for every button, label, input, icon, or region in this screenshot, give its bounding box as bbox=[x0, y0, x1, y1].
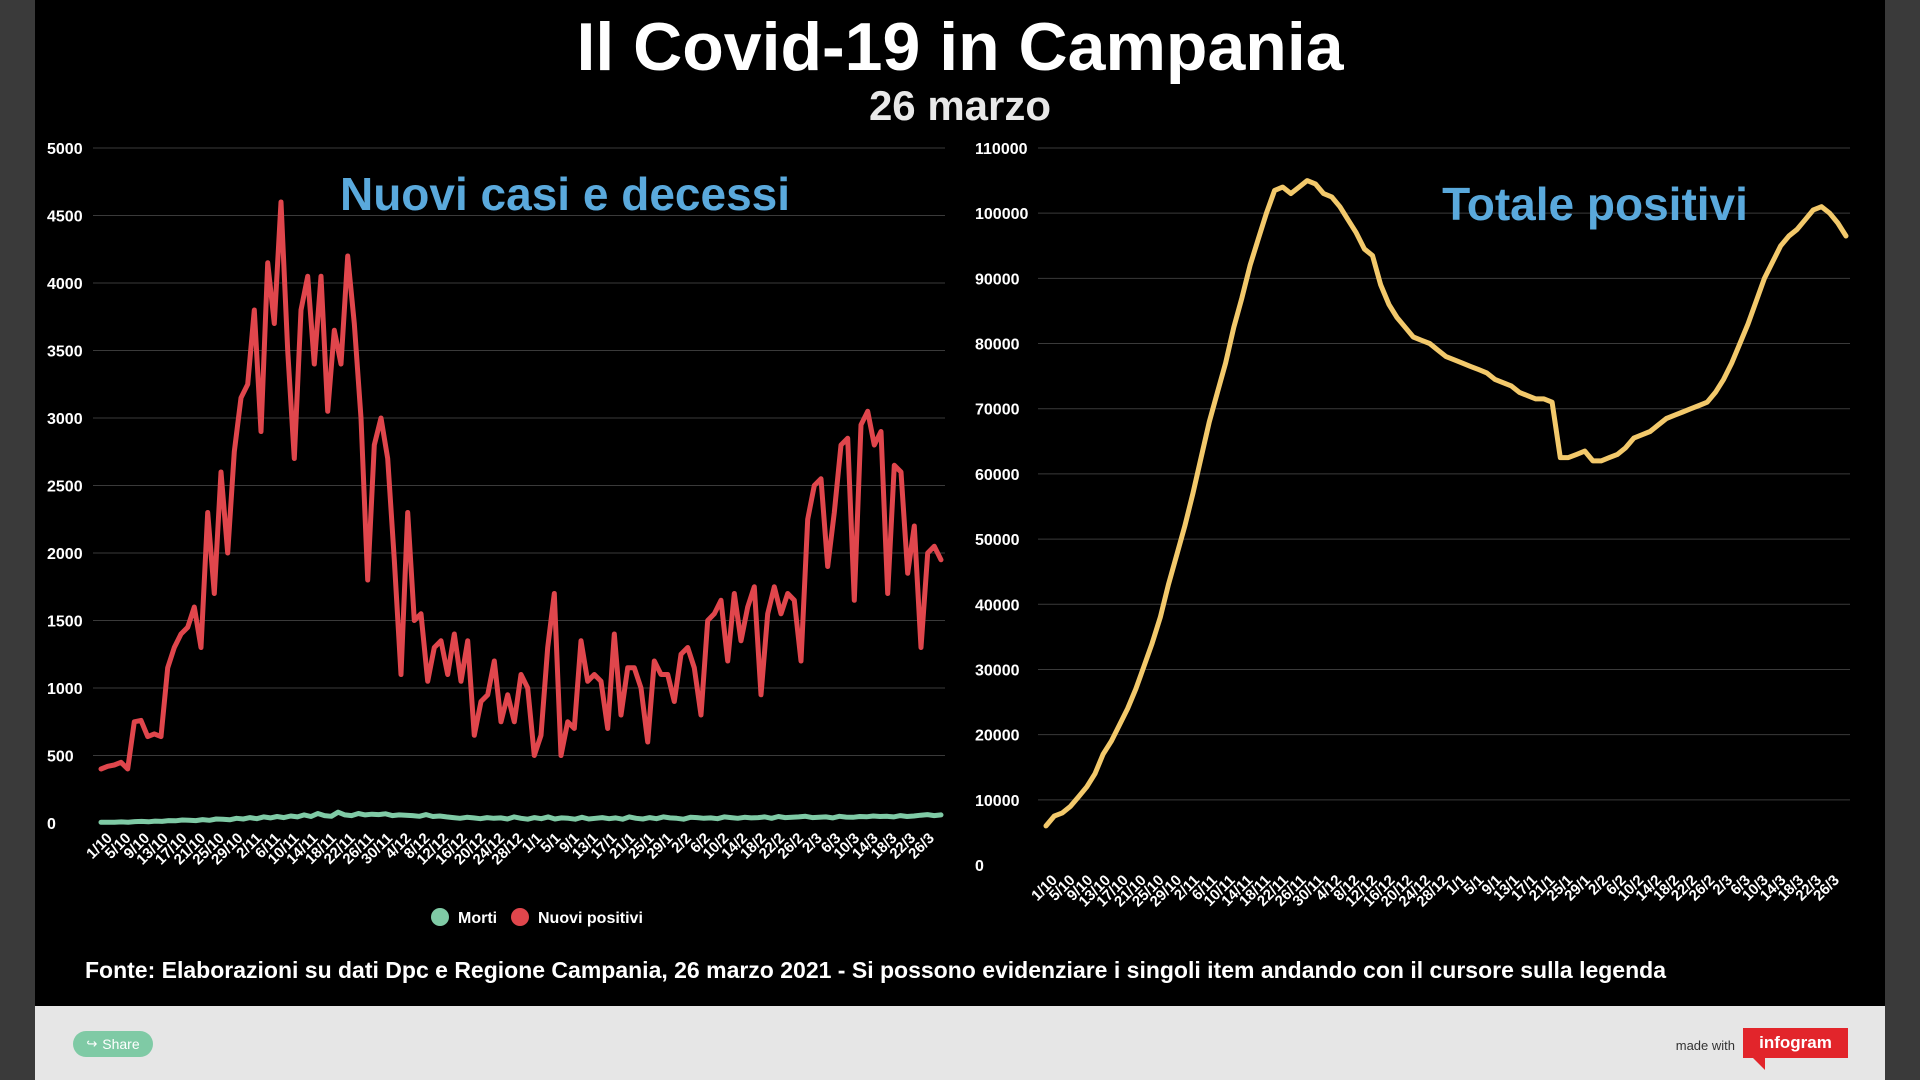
y-tick-label: 0 bbox=[975, 858, 984, 875]
y-tick-label: 70000 bbox=[975, 402, 1020, 419]
legend-label-nuovi-positivi: Nuovi positivi bbox=[538, 910, 643, 927]
y-tick-label: 20000 bbox=[975, 728, 1020, 745]
logo-tail bbox=[1751, 1056, 1765, 1070]
legend-label-morti: Morti bbox=[458, 910, 497, 927]
y-tick-label: 110000 bbox=[975, 141, 1028, 158]
y-tick-label: 50000 bbox=[975, 532, 1020, 549]
y-tick-label: 90000 bbox=[975, 271, 1020, 288]
y-tick-label: 100000 bbox=[975, 206, 1028, 223]
series-line-nuovi-positivi bbox=[98, 199, 944, 772]
chart-title: Totale positivi bbox=[1442, 178, 1748, 230]
chart-frame: Il Covid-19 in Campania 26 marzo 0 500 100… bbox=[35, 0, 1885, 1080]
chart-title: Nuovi casi e decessi bbox=[340, 168, 790, 220]
y-tick-label: 3000 bbox=[47, 411, 83, 428]
y-tick-label: 4000 bbox=[47, 276, 83, 293]
infogram-logo[interactable]: infogram bbox=[1743, 1028, 1848, 1058]
share-icon: ↪ bbox=[86, 1036, 98, 1051]
page-title: Il Covid-19 in Campania bbox=[576, 9, 1344, 85]
page-subtitle: 26 marzo bbox=[868, 82, 1052, 129]
y-tick-label: 4500 bbox=[47, 209, 83, 226]
legend-swatch-nuovi-positivi bbox=[511, 908, 529, 926]
y-tick-label: 2000 bbox=[47, 546, 83, 563]
y-tick-label: 0 bbox=[47, 816, 56, 833]
footer-bar: ↪ Share made with infogram bbox=[35, 1006, 1885, 1080]
y-tick-label: 5000 bbox=[47, 141, 83, 158]
series-line-totale-positivi bbox=[1043, 178, 1849, 829]
y-tick-label: 2500 bbox=[47, 479, 83, 496]
share-button[interactable]: ↪ Share bbox=[73, 1031, 153, 1057]
y-tick-label: 1500 bbox=[47, 614, 83, 631]
y-tick-label: 3500 bbox=[47, 344, 83, 361]
legend-swatch-morti bbox=[431, 908, 449, 926]
y-tick-label: 80000 bbox=[975, 337, 1020, 354]
y-tick-label: 500 bbox=[47, 749, 74, 766]
source-note: Fonte: Elaborazioni su dati Dpc e Region… bbox=[85, 957, 1666, 983]
y-tick-label: 10000 bbox=[975, 793, 1020, 810]
y-tick-label: 1000 bbox=[47, 681, 83, 698]
share-label: Share bbox=[102, 1036, 140, 1052]
y-tick-label: 60000 bbox=[975, 467, 1020, 484]
series-line-morti bbox=[98, 809, 944, 825]
charts-canvas: 0 500 1000 1500 2000 2500 3000 3500 4000 4500 5000… bbox=[47, 141, 1850, 927]
y-tick-label: 40000 bbox=[975, 597, 1020, 614]
made-with-text: made with bbox=[1675, 1038, 1735, 1053]
y-tick-label: 30000 bbox=[975, 662, 1020, 679]
